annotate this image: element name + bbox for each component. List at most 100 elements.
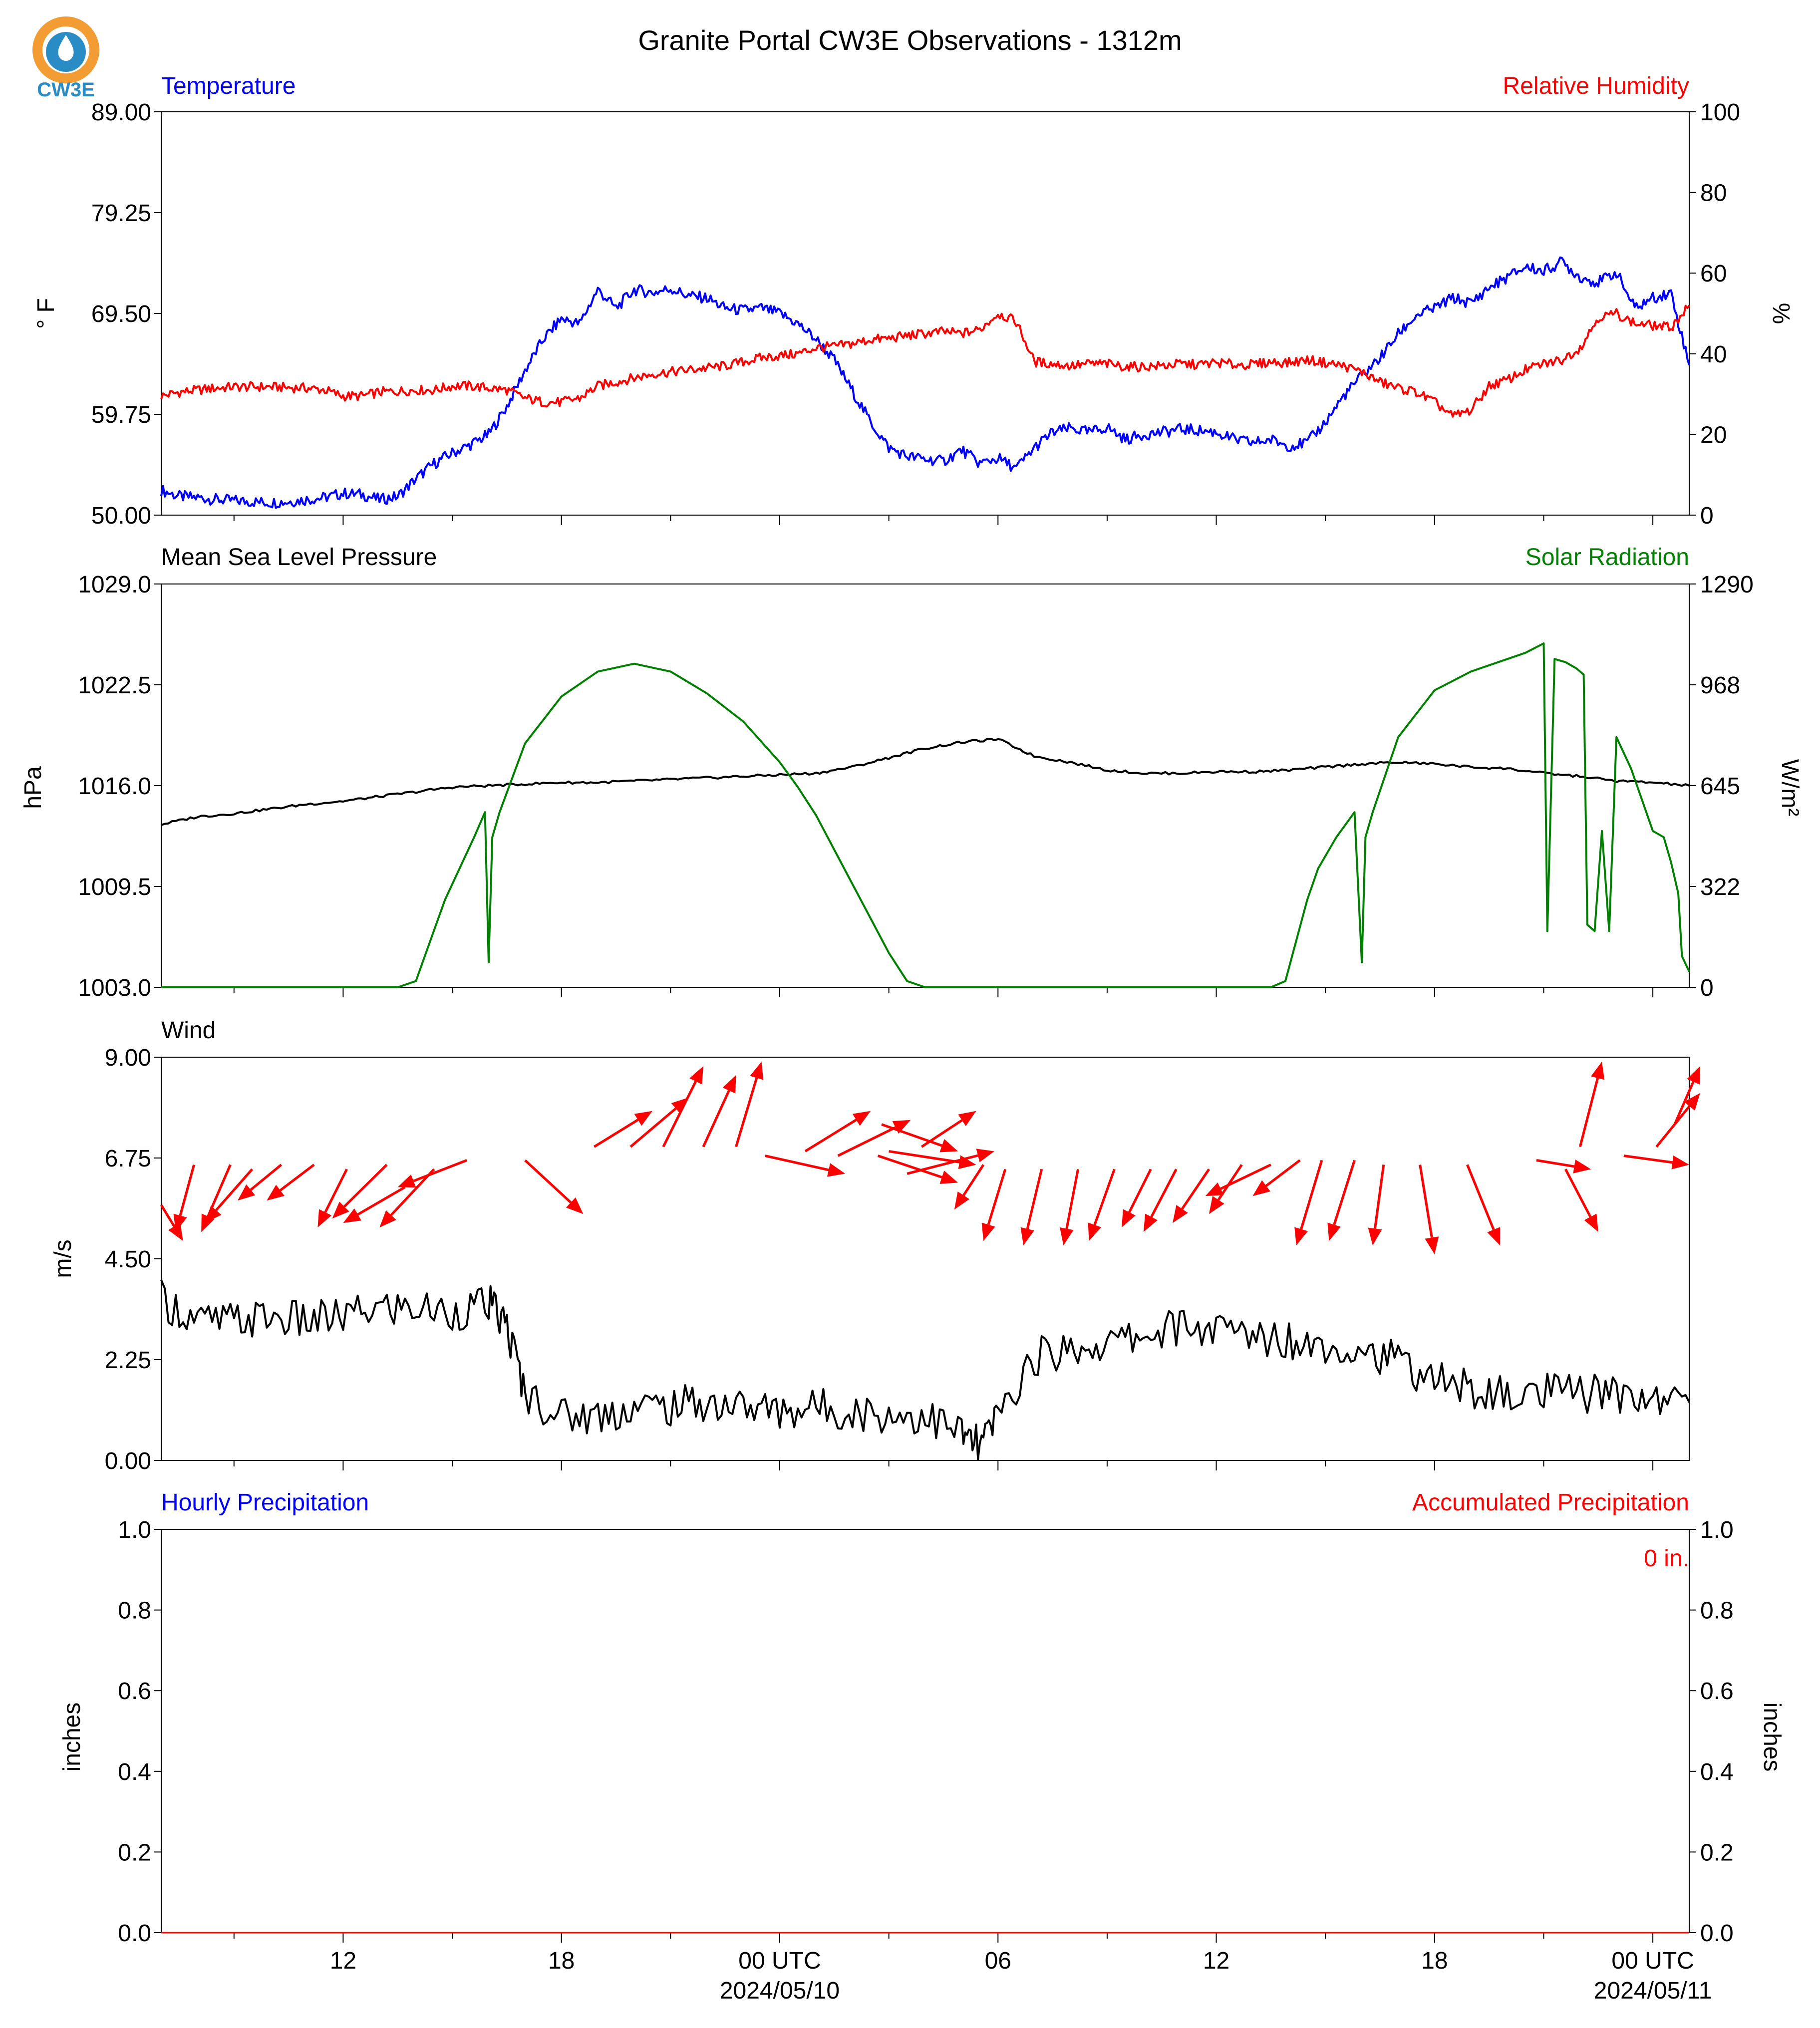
wind-arrow-head [954,1191,970,1210]
wind-arrow [804,1111,871,1153]
wind-arrow-head [1591,1061,1605,1080]
y-tick-right-label: 0.6 [1700,1678,1734,1705]
series-line-temperature [160,256,1690,509]
wind-arrow-shaft [179,1164,196,1216]
x-date-label: 2024/05/10 [720,1978,840,2004]
y-tick-right-label: 0 [1700,503,1714,529]
wind-arrow [1368,1164,1385,1246]
wind-arrow [1419,1164,1439,1255]
wind-arrow-head [1252,1180,1270,1196]
wind-arrow-head [976,1149,994,1162]
wind-arrow-shaft [1466,1164,1495,1230]
wind-arrow [1252,1159,1301,1196]
cw3e-logo: CW3E [32,16,99,101]
wind-arrow-shaft [1536,1159,1575,1168]
x-tick-label: 06 [985,1948,1011,1974]
wind-arrow-shaft [1655,1105,1691,1148]
x-tick-label: 18 [1421,1948,1448,1974]
wind-arrow [907,1149,994,1175]
accum-precip-axis-label: inches [1759,1703,1785,1772]
wind-arrow-head [981,1222,995,1241]
wind-arrow-shaft [343,1163,388,1208]
wind-arrow [267,1163,315,1201]
wind-panel: Wind m/s 0.00 2.25 4.50 6.75 9.00 [50,1017,1700,1474]
y-tick-right-label: 40 [1700,341,1727,368]
wind-arrow [238,1163,283,1201]
wind-arrow-head [1687,1066,1700,1085]
wind-arrow-shaft [1564,1168,1592,1218]
wind-arrow [1060,1168,1080,1246]
wind-arrow-shaft [1673,1081,1695,1125]
wind-arrow-head [238,1184,256,1201]
wind-arrow-head [852,1111,871,1126]
wind-arrow-shaft [1333,1159,1356,1225]
y-tick-label: 1029.0 [78,572,151,598]
wind-arrow-head [827,1163,846,1177]
wind-arrow [1205,1163,1271,1196]
wind-arrow-shaft [160,1204,176,1227]
y-tick-label: 2.25 [105,1347,151,1374]
wind-arrow-shaft [1026,1168,1043,1229]
solar-axis-label: W/m² [1777,759,1803,817]
wind-arrow [1294,1159,1323,1246]
wind-arrow [397,1159,468,1188]
wind-arrow-shaft [765,1155,829,1171]
wind-arrow [881,1123,958,1153]
series-line-solar-radiation [161,642,1690,988]
temperature-humidity-panel: Temperature Relative Humidity ° F % 50.0… [33,73,1794,529]
y-tick-label: 0.00 [105,1448,151,1474]
wind-arrow-head [1425,1236,1439,1255]
wind-arrow-shaft [920,1119,963,1148]
wind-arrow-head [1060,1227,1074,1246]
wind-arrow [702,1075,736,1148]
hourly-precip-title: Hourly Precipitation [161,1489,369,1516]
y-tick-right-label: 0.8 [1700,1598,1734,1624]
x-date-label: 2024/05/11 [1594,1978,1712,2004]
series-line-relative-humidity [160,304,1690,418]
series-line-wind [160,1279,1690,1461]
wind-arrow-shaft [702,1090,730,1148]
wind-arrow [332,1163,388,1219]
wind-arrow-shaft [593,1119,639,1148]
y-tick-label: 1003.0 [78,975,151,1001]
wind-arrow-head [1684,1093,1700,1111]
y-tick-label: 6.75 [105,1146,151,1172]
wind-arrow-shaft [735,1077,758,1148]
wind-arrow-shaft [877,1155,942,1178]
y-tick-label: 59.75 [91,402,151,428]
logo-drop-icon [58,35,74,61]
wind-arrow [1327,1159,1356,1241]
wind-arrow-head [634,1111,652,1126]
wind-arrow-head [205,1205,222,1223]
wind-arrow-shaft [1181,1168,1211,1210]
wind-arrow [1623,1155,1689,1169]
logo-ring-icon [32,16,99,83]
wind-arrow-shaft [413,1159,468,1182]
logo-text: CW3E [37,79,95,101]
wind-arrow-head [1368,1227,1382,1246]
wind-arrow-head [1327,1222,1341,1241]
wind-arrow-head [958,1111,976,1127]
precipitation-panel: Hourly Precipitation Accumulated Precipi… [59,1489,1785,1947]
wind-arrow [173,1164,196,1232]
series-line-mean-sea-level-pressure [161,738,1690,826]
y-tick-right-label: 0.2 [1700,1839,1734,1866]
wind-arrow [593,1111,652,1148]
temperature-title: Temperature [161,73,296,99]
y-tick-right-label: 0 [1700,975,1714,1001]
y-tick-label: 0.6 [118,1678,151,1705]
pressure-axis-label: hPa [20,766,46,809]
wind-arrow [735,1061,764,1148]
wind-arrow-head [1294,1227,1308,1246]
wind-arrow [1466,1164,1501,1246]
wind-arrow [1673,1066,1700,1125]
wind-title: Wind [161,1017,216,1044]
wind-arrow-head [689,1066,703,1085]
wind-arrow-shaft [1300,1159,1323,1230]
hourly-precip-axis-label: inches [59,1703,85,1772]
x-tick-label: 12 [330,1948,356,1974]
wind-arrow-head [1205,1182,1224,1196]
wind-arrow-shaft [837,1126,896,1157]
pressure-title: Mean Sea Level Pressure [161,544,437,571]
